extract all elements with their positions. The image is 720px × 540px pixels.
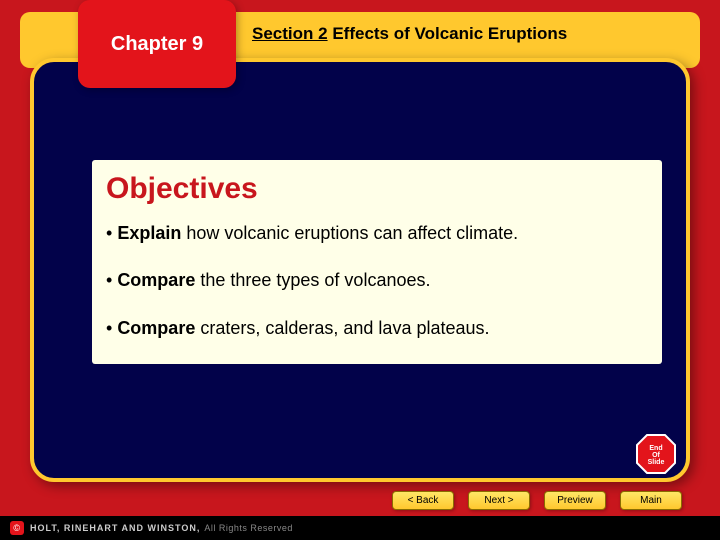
- bullet-rest: how volcanic eruptions can affect climat…: [181, 223, 518, 243]
- bullet-item: • Compare the three types of volcanoes.: [106, 269, 648, 292]
- chapter-box: Chapter 9: [78, 0, 236, 88]
- bullet-item: • Explain how volcanic eruptions can aff…: [106, 222, 648, 245]
- copyright-icon: ©: [10, 521, 24, 535]
- main-button[interactable]: Main: [620, 491, 682, 510]
- section-prefix: Section 2: [252, 24, 328, 43]
- bullet-lead: Compare: [117, 270, 195, 290]
- bullet-rest: craters, calderas, and lava plateaus.: [195, 318, 489, 338]
- footer-bar: © HOLT, RINEHART AND WINSTON, All Rights…: [0, 516, 720, 540]
- back-button[interactable]: < Back: [392, 491, 454, 510]
- footer-brand: HOLT, RINEHART AND WINSTON,: [30, 523, 200, 533]
- footer-rights: All Rights Reserved: [204, 523, 293, 533]
- next-button[interactable]: Next >: [468, 491, 530, 510]
- bullet-item: • Compare craters, calderas, and lava pl…: [106, 317, 648, 340]
- objectives-heading: Objectives: [106, 172, 648, 206]
- end-badge-text: End Of Slide: [634, 445, 678, 466]
- bullet-lead: Explain: [117, 223, 181, 243]
- content-card: Objectives • Explain how volcanic erupti…: [92, 160, 662, 364]
- bullet-rest: the three types of volcanoes.: [195, 270, 430, 290]
- section-name: Effects of Volcanic Eruptions: [332, 24, 567, 43]
- preview-button[interactable]: Preview: [544, 491, 606, 510]
- chapter-label: Chapter 9: [111, 33, 203, 56]
- bullet-lead: Compare: [117, 318, 195, 338]
- nav-bar: < Back Next > Preview Main: [392, 491, 682, 510]
- section-title: Section 2 Effects of Volcanic Eruptions: [252, 24, 567, 44]
- end-of-slide-badge[interactable]: End Of Slide: [634, 432, 678, 476]
